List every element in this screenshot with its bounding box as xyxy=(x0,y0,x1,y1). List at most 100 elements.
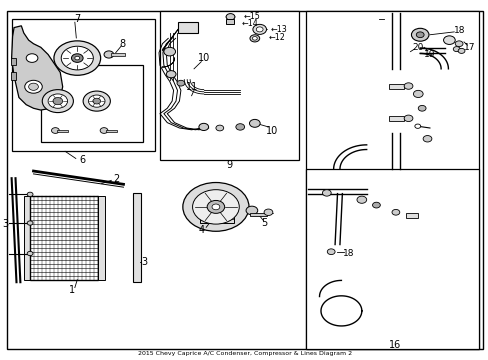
Circle shape xyxy=(61,46,93,70)
Text: ←15: ←15 xyxy=(243,12,260,21)
Bar xyxy=(388,116,403,121)
Circle shape xyxy=(410,28,428,41)
Circle shape xyxy=(414,124,420,129)
Text: 1: 1 xyxy=(69,285,75,296)
Bar xyxy=(106,130,117,132)
Bar xyxy=(160,12,298,160)
Circle shape xyxy=(199,123,208,131)
Bar xyxy=(178,22,198,33)
Bar xyxy=(200,209,234,223)
Circle shape xyxy=(322,190,330,196)
Circle shape xyxy=(27,192,33,197)
Circle shape xyxy=(326,249,334,255)
Circle shape xyxy=(100,128,108,134)
Circle shape xyxy=(216,125,223,131)
Bar xyxy=(24,196,30,280)
Text: 3: 3 xyxy=(141,257,147,267)
Circle shape xyxy=(403,115,412,122)
Text: 2: 2 xyxy=(113,174,119,184)
Circle shape xyxy=(71,54,83,62)
Circle shape xyxy=(192,190,239,224)
Circle shape xyxy=(27,221,33,225)
Text: 5: 5 xyxy=(261,218,267,228)
Circle shape xyxy=(249,35,259,42)
Bar xyxy=(225,19,234,24)
Bar xyxy=(41,65,142,142)
Text: 10: 10 xyxy=(265,126,277,135)
Circle shape xyxy=(256,27,263,32)
Text: 7: 7 xyxy=(74,14,80,24)
Circle shape xyxy=(372,202,380,208)
Text: ←13: ←13 xyxy=(270,25,286,34)
Bar xyxy=(249,213,266,216)
Bar xyxy=(111,53,125,55)
Text: 4: 4 xyxy=(198,225,204,235)
Text: 10: 10 xyxy=(197,53,209,63)
Circle shape xyxy=(249,120,260,127)
Circle shape xyxy=(104,51,114,58)
Circle shape xyxy=(26,54,38,62)
Text: 3: 3 xyxy=(2,219,8,229)
Circle shape xyxy=(177,80,184,86)
Circle shape xyxy=(75,56,80,60)
Circle shape xyxy=(54,41,101,75)
Bar xyxy=(388,84,403,89)
Text: ←14: ←14 xyxy=(241,19,258,28)
Circle shape xyxy=(183,183,248,231)
Text: 11: 11 xyxy=(186,82,198,92)
Circle shape xyxy=(245,206,257,215)
Circle shape xyxy=(93,98,101,104)
Bar xyxy=(98,196,104,280)
Bar xyxy=(11,72,17,80)
Text: 19: 19 xyxy=(423,50,435,59)
Circle shape xyxy=(417,105,425,111)
Circle shape xyxy=(415,32,423,38)
Circle shape xyxy=(443,36,454,44)
Circle shape xyxy=(27,251,33,256)
Circle shape xyxy=(212,204,220,210)
Circle shape xyxy=(457,48,464,53)
Text: 8: 8 xyxy=(119,39,125,49)
Bar xyxy=(30,196,98,280)
Circle shape xyxy=(53,98,62,105)
Circle shape xyxy=(235,124,244,130)
Bar xyxy=(305,12,478,348)
Polygon shape xyxy=(12,26,62,110)
Circle shape xyxy=(29,83,38,90)
Text: 9: 9 xyxy=(225,160,232,170)
Bar xyxy=(12,19,155,151)
Circle shape xyxy=(225,14,234,20)
Circle shape xyxy=(25,80,42,93)
Text: 18: 18 xyxy=(453,26,465,35)
Circle shape xyxy=(422,135,431,142)
Circle shape xyxy=(452,46,459,51)
Text: 20: 20 xyxy=(411,43,423,52)
Circle shape xyxy=(166,71,176,78)
Circle shape xyxy=(391,210,399,215)
Circle shape xyxy=(88,95,105,107)
Circle shape xyxy=(454,41,462,46)
Circle shape xyxy=(42,90,73,113)
Bar xyxy=(11,58,17,65)
Text: 18: 18 xyxy=(343,249,354,258)
Bar xyxy=(305,169,478,348)
Text: ←12: ←12 xyxy=(268,33,285,42)
Circle shape xyxy=(163,47,175,56)
Bar xyxy=(57,130,68,132)
Text: 6: 6 xyxy=(79,155,85,165)
Bar xyxy=(405,213,417,218)
Circle shape xyxy=(207,201,224,213)
Text: 2015 Chevy Caprice A/C Condenser, Compressor & Lines Diagram 2: 2015 Chevy Caprice A/C Condenser, Compre… xyxy=(138,351,351,356)
Bar xyxy=(133,193,141,282)
Circle shape xyxy=(412,90,422,98)
Circle shape xyxy=(48,94,67,108)
Circle shape xyxy=(252,24,266,35)
Text: 16: 16 xyxy=(388,340,400,350)
Text: 17: 17 xyxy=(463,43,475,52)
Circle shape xyxy=(51,128,59,134)
Circle shape xyxy=(83,91,110,111)
Circle shape xyxy=(264,209,272,216)
Circle shape xyxy=(403,83,412,89)
Circle shape xyxy=(252,37,257,40)
Circle shape xyxy=(356,196,366,203)
